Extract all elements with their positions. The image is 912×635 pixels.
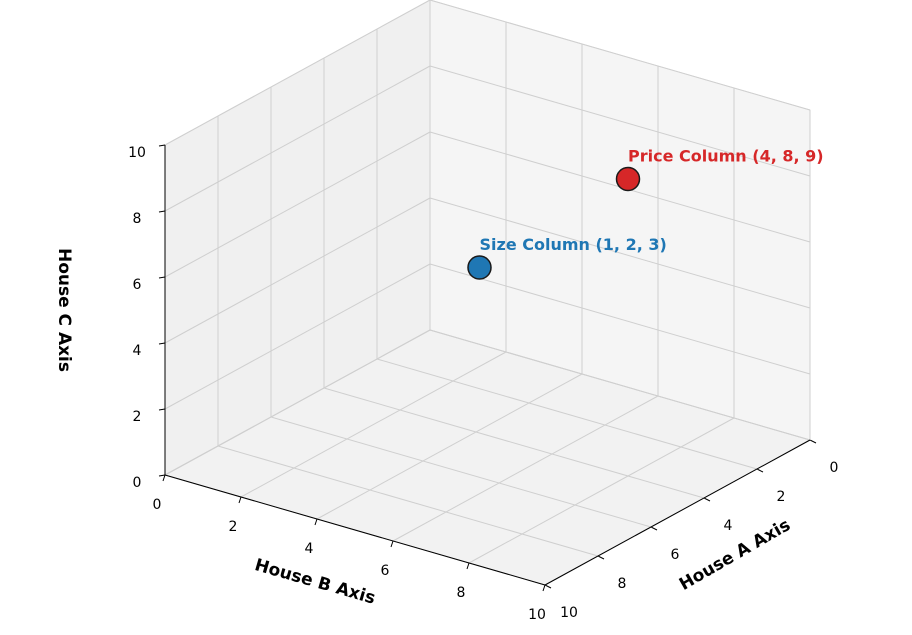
grid-line (270, 416, 652, 528)
x-tick-label: 8 (618, 576, 627, 592)
grid-line (164, 65, 431, 212)
grid-line (376, 358, 758, 470)
grid-line (323, 387, 705, 499)
grid-line (429, 197, 811, 309)
x-tick (809, 439, 817, 444)
z-tick-label: 0 (133, 475, 142, 491)
z-tick-label: 6 (133, 277, 142, 293)
y-tick (542, 584, 546, 592)
x-tick (544, 584, 552, 589)
y-axis-title: House B Axis (252, 555, 377, 609)
x-tick (703, 497, 711, 502)
grid-line (164, 197, 431, 344)
grid-line (429, 65, 811, 177)
x-tick-label: 4 (724, 518, 733, 534)
y-tick-label: 2 (229, 519, 238, 535)
y-tick (390, 540, 394, 548)
point-annotation: Size Column (1, 2, 3) (480, 235, 667, 254)
z-tick (158, 210, 166, 213)
grid-line (429, 263, 811, 375)
grid-line (468, 417, 735, 564)
grid-line (164, 131, 431, 278)
x-tick-label: 6 (671, 547, 680, 563)
grid-line (217, 445, 599, 557)
z-tick-label: 2 (133, 409, 142, 425)
point-annotation: Price Column (4, 8, 9) (628, 147, 824, 166)
y-tick (162, 474, 166, 482)
z-axis-title: House C Axis (54, 248, 74, 372)
x-tick-label: 0 (830, 460, 839, 476)
z-tick (158, 342, 166, 345)
grid-line (164, 329, 431, 476)
panes (158, 0, 817, 592)
y-tick (238, 496, 242, 504)
grid-line (316, 373, 583, 520)
z-tick (158, 474, 166, 477)
y-tick (314, 518, 318, 526)
x-tick (650, 526, 658, 531)
x-tick (756, 468, 764, 473)
y-tick (466, 562, 470, 570)
grid-line (429, 329, 811, 441)
x-tick (597, 555, 605, 560)
y-tick-label: 0 (153, 497, 162, 513)
z-tick-label: 8 (133, 211, 142, 227)
grid-line (392, 395, 659, 542)
z-tick-label: 4 (133, 343, 142, 359)
grid-line (429, 0, 811, 111)
x-axis-title: House A Axis (676, 515, 794, 595)
y-tick-label: 6 (381, 563, 390, 579)
z-tick (158, 144, 166, 147)
point (615, 166, 641, 192)
grid-line (164, 263, 431, 410)
z-tick (158, 408, 166, 411)
z-tick (158, 276, 166, 279)
y-tick-label: 10 (528, 607, 546, 623)
y-axis-line (164, 474, 546, 586)
z-tick-label: 10 (128, 145, 146, 161)
grid-line (164, 0, 431, 146)
x-tick-label: 10 (560, 605, 578, 621)
grid-line (240, 351, 507, 498)
point (467, 255, 492, 280)
y-tick-label: 8 (457, 585, 466, 601)
x-axis-line (544, 439, 811, 586)
x-tick-label: 2 (777, 489, 786, 505)
y-tick-label: 4 (305, 541, 314, 557)
